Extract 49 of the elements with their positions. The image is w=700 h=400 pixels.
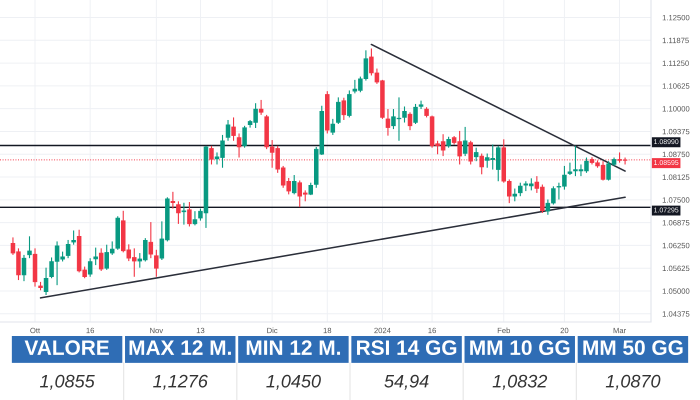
candlestick [347, 90, 352, 118]
candlestick [462, 126, 468, 157]
candlestick [71, 230, 76, 246]
candlestick [98, 248, 104, 272]
candlestick [518, 182, 523, 197]
candlestick [44, 267, 48, 296]
candlestick [22, 254, 26, 282]
candlestick [226, 119, 230, 142]
candlestick [192, 210, 198, 226]
candlestick [292, 174, 296, 195]
candlestick [93, 247, 98, 266]
category-label: RSI 14 GG [357, 340, 456, 356]
category-label: MAX 12 M. [130, 340, 231, 355]
candlestick [27, 236, 32, 259]
candlestick [154, 249, 159, 278]
candlestick [386, 108, 390, 136]
candlestick [231, 116, 236, 142]
category-label: VALORE [24, 340, 109, 356]
candlestick [236, 132, 242, 158]
candlestick [330, 118, 336, 136]
candlestick [148, 222, 154, 259]
text: 54,94 [384, 374, 428, 390]
candlestick [474, 147, 478, 162]
text: 1,1276 [153, 374, 208, 390]
candlestick [336, 96, 341, 125]
text: 1,0450 [266, 374, 321, 390]
candlestick [512, 188, 518, 202]
candlestick [182, 202, 186, 226]
candlestick [242, 125, 247, 148]
candlestick [308, 182, 314, 196]
candlestick [187, 201, 192, 228]
text: 1,0855 [40, 374, 95, 390]
category-label: MM 10 GG [470, 340, 570, 356]
candlestick [176, 200, 181, 224]
text: 1,0832 [492, 374, 548, 390]
candlestick [568, 162, 572, 176]
candlestick [66, 239, 70, 259]
candlestick [88, 258, 92, 278]
candlestick [258, 99, 264, 116]
candlestick [342, 97, 346, 121]
candlestick [424, 106, 429, 118]
category-label: MIN 12 M. [246, 340, 340, 355]
candlestick [408, 112, 412, 131]
text: 1,0870 [606, 374, 660, 390]
candlestick [413, 103, 418, 125]
candlestick [170, 191, 176, 210]
category-label: MM 50 GG [583, 340, 683, 356]
candlestick [402, 106, 407, 124]
candlestick [446, 136, 451, 148]
